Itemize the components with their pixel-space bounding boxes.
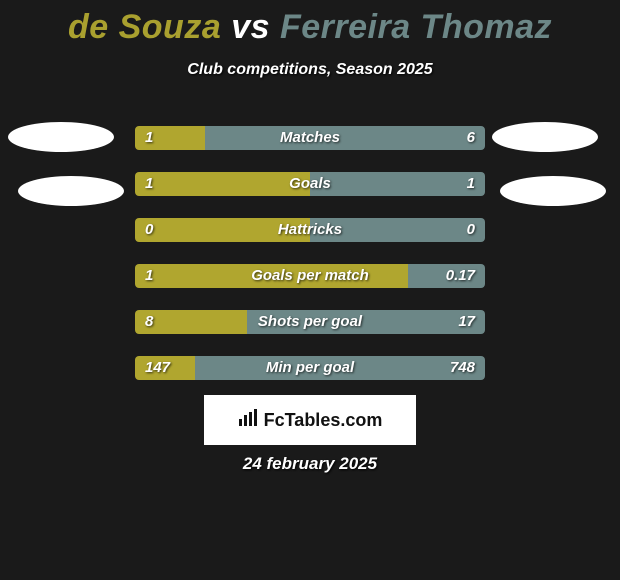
title-player2: Ferreira Thomaz [280, 8, 552, 46]
player2-avatar-top [492, 122, 598, 152]
stats-panel: 16Matches 11Goals 00Hattricks 10.17Goals pe… [135, 126, 485, 402]
title-player1: de Souza [68, 8, 221, 46]
stat-label: Min per goal [135, 356, 485, 380]
logo-text: FcTables.com [264, 410, 383, 431]
stat-row: 00Hattricks [135, 218, 485, 242]
stat-label: Matches [135, 126, 485, 150]
bar-chart-icon [238, 409, 260, 432]
stat-row: 11Goals [135, 172, 485, 196]
stat-label: Goals [135, 172, 485, 196]
subtitle: Club competitions, Season 2025 [0, 61, 620, 79]
stat-label: Hattricks [135, 218, 485, 242]
stat-label: Goals per match [135, 264, 485, 288]
player1-avatar-top [8, 122, 114, 152]
logo: FcTables.com [238, 409, 383, 432]
player2-avatar-bottom [500, 176, 606, 206]
comparison-card: de Souza vs Ferreira Thomaz Club competi… [0, 0, 620, 580]
stat-row: 10.17Goals per match [135, 264, 485, 288]
page-title: de Souza vs Ferreira Thomaz [0, 0, 620, 47]
stat-row: 817Shots per goal [135, 310, 485, 334]
stat-label: Shots per goal [135, 310, 485, 334]
logo-box: FcTables.com [204, 395, 416, 445]
stat-row: 147748Min per goal [135, 356, 485, 380]
stat-row: 16Matches [135, 126, 485, 150]
title-vs: vs [231, 8, 270, 46]
date: 24 february 2025 [0, 454, 620, 474]
player1-avatar-bottom [18, 176, 124, 206]
